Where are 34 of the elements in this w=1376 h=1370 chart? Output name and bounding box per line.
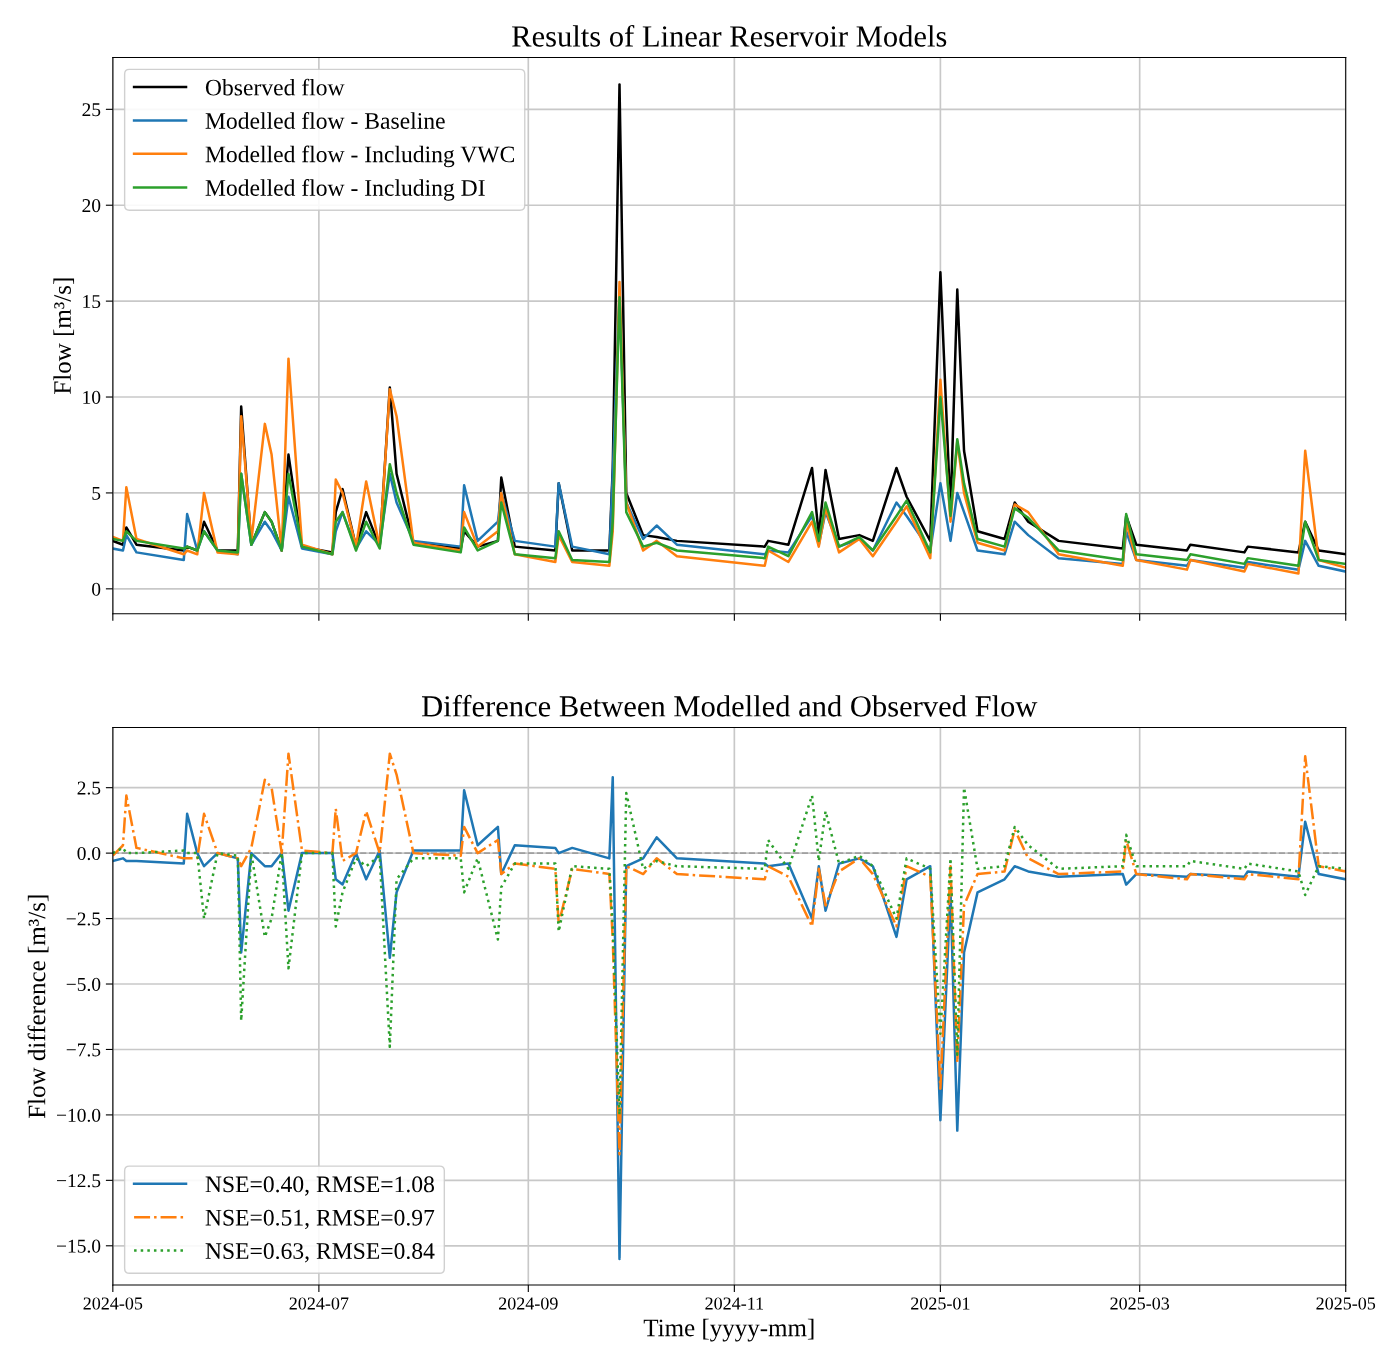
legend-label: NSE=0.63, RMSE=0.84 [205, 1243, 435, 1263]
legend-label: Observed flow [205, 78, 345, 96]
y-tick-label: 15 [83, 295, 101, 309]
legend-label: NSE=0.51, RMSE=0.97 [205, 1209, 435, 1230]
legend-label: Modelled flow - Including VWC [205, 145, 515, 168]
y-tick-label: 2.5 [77, 781, 101, 795]
x-axis-title: Time [yyyy-mm] [643, 1318, 814, 1342]
legend-label: NSE=0.40, RMSE=1.08 [205, 1176, 434, 1196]
y-tick-label: 20 [82, 199, 101, 213]
legend-label: Modelled flow - Including DI [205, 179, 485, 201]
x-tick-label: 2025-03 [1110, 1297, 1170, 1310]
chart-title: Results of Linear Reservoir Models [512, 24, 947, 47]
y-axis-title: Flow difference [m³/s] [27, 895, 49, 1119]
y-tick-label: −5.0 [66, 977, 101, 992]
y-tick-label: 0.0 [77, 846, 101, 861]
y-tick-label: −2.5 [66, 912, 101, 926]
y-tick-label: 5 [92, 486, 101, 500]
x-tick-label: 2024-09 [499, 1297, 558, 1310]
x-tick-label: 2024-11 [705, 1297, 764, 1310]
y-tick-label: 10 [83, 390, 101, 404]
y-tick-label: −12.5 [57, 1174, 101, 1188]
x-tick-label: 2025-05 [1316, 1297, 1376, 1310]
legend-label: Modelled flow - Baseline [205, 112, 445, 129]
x-tick-label: 2025-01 [911, 1297, 970, 1310]
y-tick-label: −7.5 [66, 1043, 101, 1057]
x-tick-label: 2024-07 [289, 1297, 349, 1310]
y-tick-label: 25 [82, 103, 101, 117]
y-tick-label: 0 [92, 582, 101, 596]
chart-title: Difference Between Modelled and Observed Flow [422, 694, 1038, 717]
x-tick-label: 2024-05 [83, 1297, 143, 1310]
y-tick-label: −15.0 [57, 1239, 101, 1253]
line-series [112, 752, 1346, 1156]
y-tick-label: −10.0 [57, 1108, 101, 1122]
y-axis-title: Flow [m³/s] [53, 278, 75, 394]
